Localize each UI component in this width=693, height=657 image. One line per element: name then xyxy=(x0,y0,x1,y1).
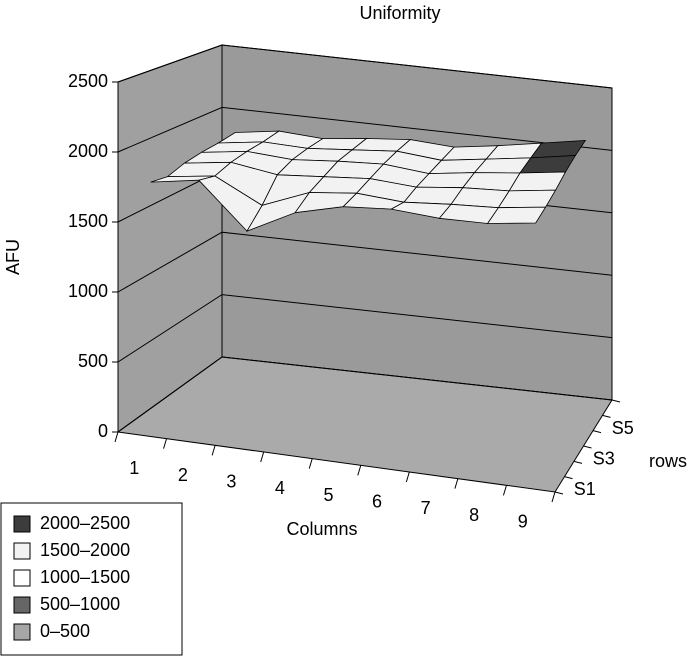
depth-tick-label: S5 xyxy=(612,418,634,438)
depth-tick-label: S1 xyxy=(574,479,596,499)
depth-tick-label: S3 xyxy=(593,448,615,468)
x-tick-label: 7 xyxy=(421,498,431,518)
x-tick xyxy=(405,471,410,483)
x-tick-label: 4 xyxy=(275,478,285,498)
depth-tick xyxy=(592,430,602,434)
x-tick-label: 8 xyxy=(469,505,479,525)
x-tick xyxy=(308,458,313,469)
x-tick xyxy=(357,465,362,476)
depth-tick xyxy=(611,399,621,403)
grid-line xyxy=(117,106,613,153)
back-wall xyxy=(221,44,613,401)
x-tick-label: 5 xyxy=(323,485,333,505)
grid-line xyxy=(117,231,613,293)
legend-label: 2000–2500 xyxy=(40,513,130,533)
depth-tick xyxy=(602,414,611,418)
chart-title: Uniformity xyxy=(359,3,440,23)
y-tick-label: 1000 xyxy=(68,281,108,301)
x-tick xyxy=(163,438,168,449)
grid-line xyxy=(117,356,613,433)
x-tick xyxy=(211,445,216,456)
y-tick-label: 1500 xyxy=(68,211,108,231)
x-tick-label: 1 xyxy=(129,458,139,478)
legend-box xyxy=(0,502,183,656)
x-axis-label: Columns xyxy=(286,519,357,539)
surface-cell xyxy=(486,206,547,224)
x-tick-label: 2 xyxy=(178,465,188,485)
depth-axis-label: rows xyxy=(649,451,687,471)
depth-tick xyxy=(583,445,592,449)
legend-swatch xyxy=(13,515,31,533)
x-tick xyxy=(260,451,265,463)
grid-line xyxy=(117,294,613,363)
legend-swatch xyxy=(13,623,31,641)
x-tick-label: 6 xyxy=(372,491,382,511)
y-tick-label: 2000 xyxy=(68,141,108,161)
legend-label: 0–500 xyxy=(40,621,90,641)
depth-tick xyxy=(564,476,573,480)
legend-swatch xyxy=(13,569,31,587)
legend-label: 1000–1500 xyxy=(40,567,130,587)
x-tick xyxy=(114,431,119,443)
y-tick-label: 2500 xyxy=(68,71,108,91)
x-tick-label: 3 xyxy=(226,471,236,491)
x-tick xyxy=(502,485,507,496)
grid-line xyxy=(117,44,613,89)
legend-swatch xyxy=(13,542,31,560)
y-axis-label: AFU xyxy=(3,239,23,275)
legend-label: 500–1000 xyxy=(40,594,120,614)
depth-tick xyxy=(554,491,564,495)
legend-label: 1500–2000 xyxy=(40,540,130,560)
x-tick xyxy=(551,491,556,503)
depth-tick xyxy=(573,460,583,464)
y-tick-label: 500 xyxy=(78,351,108,371)
y-tick-label: 0 xyxy=(98,421,108,441)
x-tick-label: 9 xyxy=(518,511,528,531)
legend-swatch xyxy=(13,596,31,614)
x-tick xyxy=(454,478,459,489)
